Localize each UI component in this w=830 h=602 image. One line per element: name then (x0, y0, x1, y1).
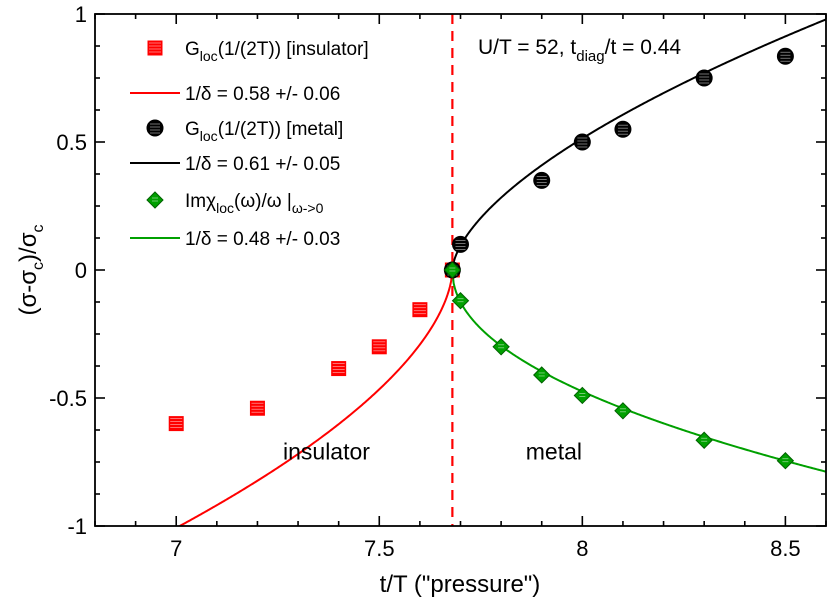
circle-marker (533, 171, 551, 189)
diamond-marker (146, 191, 164, 209)
circle-marker (695, 69, 713, 87)
legend-label: Gloc(1/(2T)) [metal] (185, 119, 343, 144)
svg-text:(σ-σc)/σc: (σ-σc)/σc (15, 224, 47, 315)
region-labels: insulator metal (283, 438, 582, 464)
square-marker (331, 361, 347, 377)
circle-marker (146, 119, 164, 137)
legend-entry: Gloc(1/(2T)) [insulator] (147, 39, 369, 64)
diamond-marker (776, 452, 795, 470)
legend-label: 1/δ = 0.58 +/- 0.06 (185, 84, 340, 105)
square-marker (412, 302, 428, 318)
y-tick-label: -0.5 (49, 386, 87, 411)
circle-marker (452, 235, 469, 253)
legend-entry: 1/δ = 0.61 +/- 0.05 (130, 154, 340, 175)
y-tick-label: 1 (75, 2, 87, 27)
y-tick-label: 0 (75, 258, 87, 283)
y-tick-label: 0.5 (56, 130, 87, 155)
legend-label: 1/δ = 0.61 +/- 0.05 (185, 154, 340, 175)
region-label-insulator: insulator (283, 438, 370, 464)
fit-curve (177, 269, 454, 526)
diamond-marker (533, 366, 551, 384)
legend-entry: 1/δ = 0.58 +/- 0.06 (130, 84, 340, 105)
diamond-marker (695, 431, 713, 449)
circle-marker (573, 133, 591, 151)
legend-label: 1/δ = 0.48 +/- 0.03 (185, 229, 340, 250)
x-tick-label: 8 (576, 536, 588, 561)
diamond-marker (451, 292, 470, 310)
fit-curves (177, 18, 826, 526)
legend-entry: Gloc(1/(2T)) [metal] (146, 119, 343, 144)
square-marker (147, 40, 163, 56)
circle-marker (614, 120, 632, 138)
region-label-metal: metal (526, 438, 582, 464)
legend-label: Gloc(1/(2T)) [insulator] (185, 39, 369, 64)
square-marker (249, 400, 265, 416)
legend-entry: Imχloc(ω)/ω |ω->0 (146, 191, 324, 216)
y-tick-label: -1 (67, 514, 87, 539)
x-tick-label: 8.5 (770, 536, 801, 561)
x-axis-label: t/T ("pressure") (380, 571, 541, 598)
diamond-marker (614, 402, 632, 420)
fit-curve (451, 18, 826, 271)
circle-marker (776, 47, 794, 65)
data-markers (168, 47, 795, 470)
axis-ticks: 7 7.5 8 8.5 1 0.5 0 -0.5 -1 (49, 2, 827, 561)
diamond-marker (443, 261, 462, 279)
diamond-marker (573, 386, 592, 405)
square-marker (371, 339, 387, 355)
square-marker (168, 416, 184, 432)
x-tick-label: 7 (170, 536, 182, 561)
x-tick-label: 7.5 (364, 536, 395, 561)
y-axis-label: (σ-σc)/σc (15, 224, 47, 315)
legend-entry: 1/δ = 0.48 +/- 0.03 (130, 229, 340, 250)
diamond-marker (492, 338, 510, 356)
legend-label: Imχloc(ω)/ω |ω->0 (185, 191, 324, 216)
parameter-annotation: U/T = 52, tdiag/t = 0.44 (478, 36, 681, 65)
fit-curve (451, 269, 826, 473)
legend: Gloc(1/(2T)) [insulator] 1/δ = 0.58 +/- 0… (130, 39, 369, 250)
